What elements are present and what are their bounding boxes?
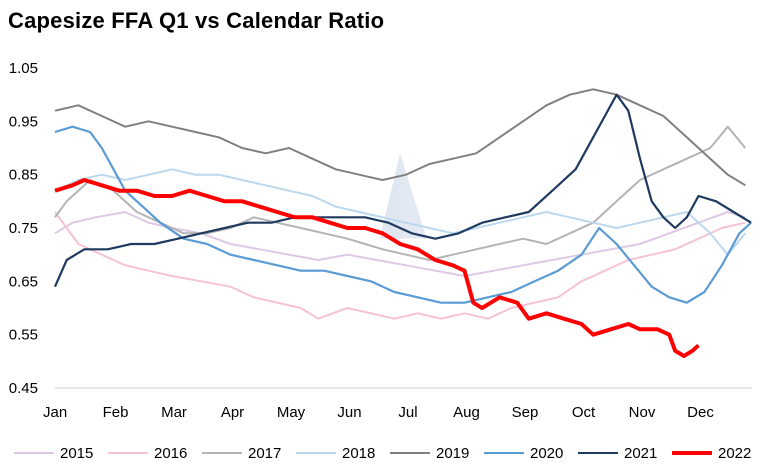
y-tick-label: 0.85 — [9, 167, 38, 184]
legend-label: 2016 — [154, 444, 188, 462]
legend-swatch — [296, 452, 336, 454]
x-tick-label: May — [277, 404, 306, 421]
y-tick-label: 0.95 — [9, 113, 38, 130]
legend-swatch — [14, 452, 54, 454]
x-tick-label: Jul — [398, 404, 417, 421]
series-line-2020 — [54, 125, 752, 304]
x-tick-label: Mar — [161, 404, 187, 421]
y-tick-label: 0.65 — [9, 273, 38, 290]
x-tick-label: Oct — [572, 404, 596, 421]
series-line-2018 — [54, 168, 747, 256]
legend-swatch — [108, 452, 148, 454]
watermark-triangle-highlight — [400, 153, 427, 239]
legend-item-2015: 2015 — [14, 441, 93, 465]
series-line-2015 — [54, 211, 746, 277]
x-tick-label: Jun — [337, 404, 361, 421]
y-tick-label: 0.75 — [9, 220, 38, 237]
legend-item-2017: 2017 — [202, 441, 281, 465]
series-line-2019 — [54, 88, 746, 187]
legend-swatch — [202, 452, 242, 454]
legend-item-2016: 2016 — [108, 441, 187, 465]
x-tick-label: Aug — [453, 404, 480, 421]
y-tick-label: 0.45 — [9, 380, 38, 397]
legend-swatch — [390, 452, 430, 454]
legend-label: 2015 — [60, 444, 94, 462]
x-tick-label: Jan — [43, 404, 67, 421]
legend-item-2018: 2018 — [296, 441, 375, 465]
legend-swatch — [484, 452, 524, 454]
legend-item-2022: 2022 — [672, 441, 751, 465]
legend-label: 2018 — [342, 444, 376, 462]
legend: 2015 2016 2017 2018 2019 2020 2021 2022 — [14, 441, 764, 465]
chart-title: Capesize FFA Q1 vs Calendar Ratio — [8, 8, 385, 33]
legend-item-2021: 2021 — [578, 441, 657, 465]
legend-label: 2022 — [718, 444, 752, 462]
series-line-2016 — [54, 211, 746, 320]
legend-swatch — [672, 451, 712, 455]
y-tick-label: 0.55 — [9, 327, 38, 344]
series-line-2021 — [53, 93, 752, 288]
legend-item-2020: 2020 — [484, 441, 563, 465]
legend-label: 2021 — [624, 444, 658, 462]
x-tick-label: Feb — [103, 404, 129, 421]
legend-label: 2017 — [248, 444, 282, 462]
x-tick-label: Sep — [512, 404, 539, 421]
x-tick-label: Dec — [687, 404, 714, 421]
legend-swatch — [578, 452, 618, 454]
x-tick-label: Apr — [221, 404, 244, 421]
x-tick-label: Nov — [629, 404, 656, 421]
watermark-logo — [379, 153, 427, 239]
y-tick-label: 1.05 — [9, 60, 38, 77]
legend-label: 2020 — [530, 444, 564, 462]
legend-item-2019: 2019 — [390, 441, 469, 465]
legend-label: 2019 — [436, 444, 470, 462]
series-line-2022 — [54, 178, 700, 358]
